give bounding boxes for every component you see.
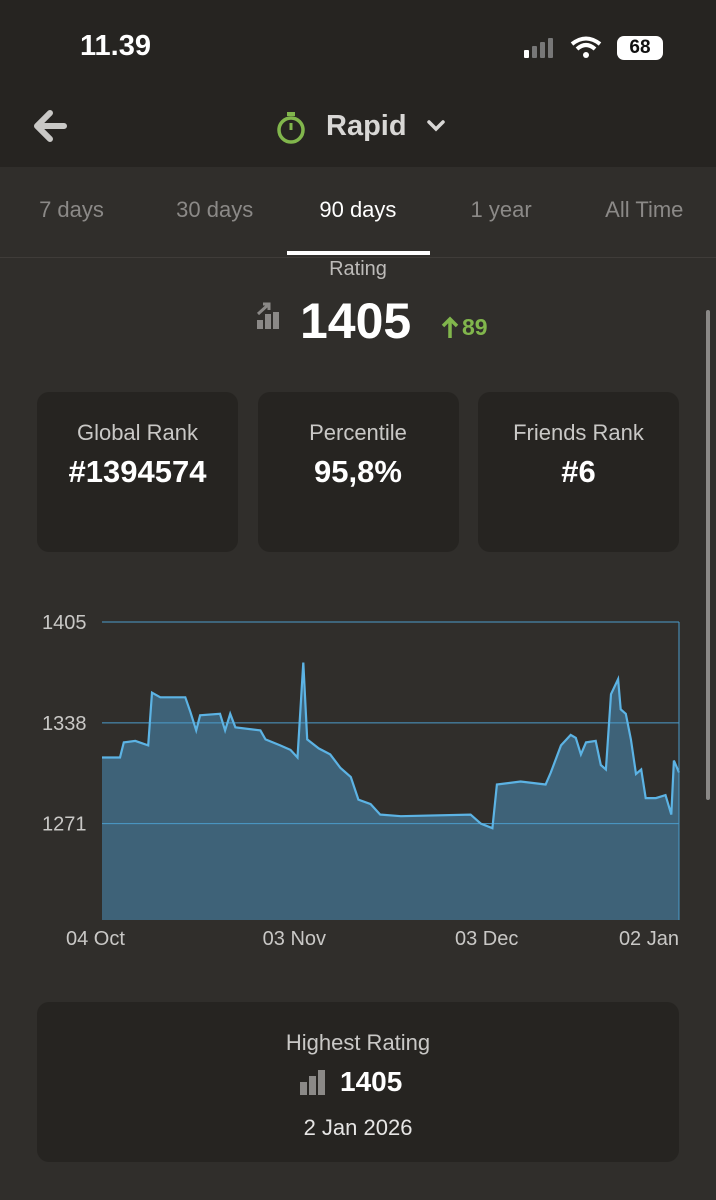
stat-label: Percentile [309,420,407,445]
rating-chart: 1271 1338 1405 04 Oct 03 Nov 03 Dec 02 Jan [42,612,681,950]
period-tab[interactable]: 30 days [176,197,254,222]
stat-value: 95,8% [314,454,402,489]
x-tick-label: 03 Dec [455,928,518,950]
rapid-icon [277,112,305,144]
status-icons [524,36,602,58]
top-bar [0,0,716,167]
highest-label: Highest Rating [285,1030,431,1055]
x-tick-label: 04 Oct [66,928,125,950]
scrollbar [706,310,710,800]
highest-icon [300,1070,325,1095]
rating-up-arrow [441,316,459,338]
x-tick-label: 02 Jan [619,928,679,950]
selected-tab-indicator [286,251,430,255]
dropdown-chevron[interactable] [426,118,446,134]
stat-value: #6 [561,454,596,489]
stat-label: Friends Rank [513,420,644,445]
header-title[interactable]: Rapid [326,110,407,142]
rating-value: 1405 [300,293,412,349]
rating-icon [256,302,279,329]
period-tab[interactable]: 7 days [39,197,104,222]
stat-card: Global Rank #1394574 [37,392,238,552]
y-tick-label: 1271 [42,814,87,836]
period-tab[interactable]: All Time [605,197,684,222]
y-tick-label: 1338 [42,713,87,735]
highest-value: 1405 [340,1066,403,1097]
back-button[interactable] [30,108,72,144]
highest-date: 2 Jan 2026 [303,1115,413,1140]
period-tabs: 7 days 30 days 90 days 1 year All Time [0,167,716,258]
stat-card: Percentile 95,8% [257,392,459,552]
rating-area [102,662,679,920]
rating-line [102,662,681,830]
stat-label: Global Rank [76,420,199,445]
stat-card: Friends Rank #6 [478,392,679,552]
status-time: 11.39 [80,30,151,62]
rating-label: Rating [329,258,387,280]
battery-level: 68 [617,36,663,60]
highest-rating-card: Highest Rating [37,1002,679,1162]
period-tab[interactable]: 1 year [470,197,532,222]
period-tab[interactable]: 90 days [319,197,397,222]
stat-value: #1394574 [68,454,207,489]
x-tick-label: 03 Nov [263,928,326,950]
y-tick-label: 1405 [42,612,87,634]
rating-change: 89 [462,314,488,340]
